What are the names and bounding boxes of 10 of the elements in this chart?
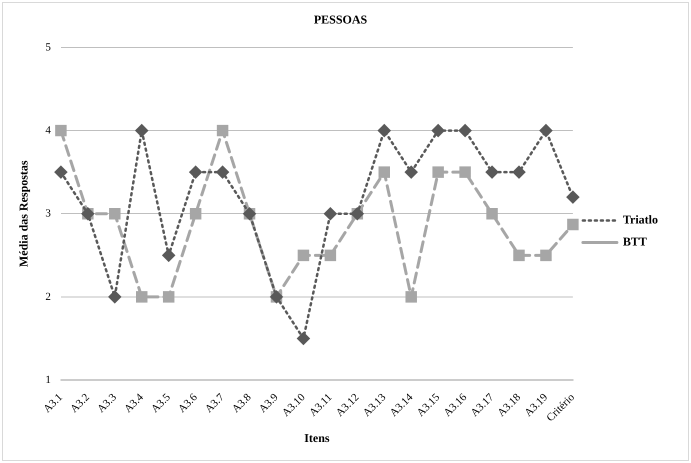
y-axis-title: Média das Respostas — [16, 160, 30, 268]
legend-label: Triatlo — [622, 212, 658, 227]
x-axis-title: Itens — [304, 430, 330, 445]
y-tick-label: 2 — [45, 290, 51, 303]
legend-label: BTT — [622, 234, 647, 249]
y-tick-label: 4 — [45, 124, 52, 136]
chart-title: PESSOAS — [314, 12, 368, 26]
y-tick-label: 5 — [45, 41, 52, 54]
y-tick-label: 3 — [45, 208, 52, 220]
y-tick-label: 1 — [45, 374, 51, 386]
